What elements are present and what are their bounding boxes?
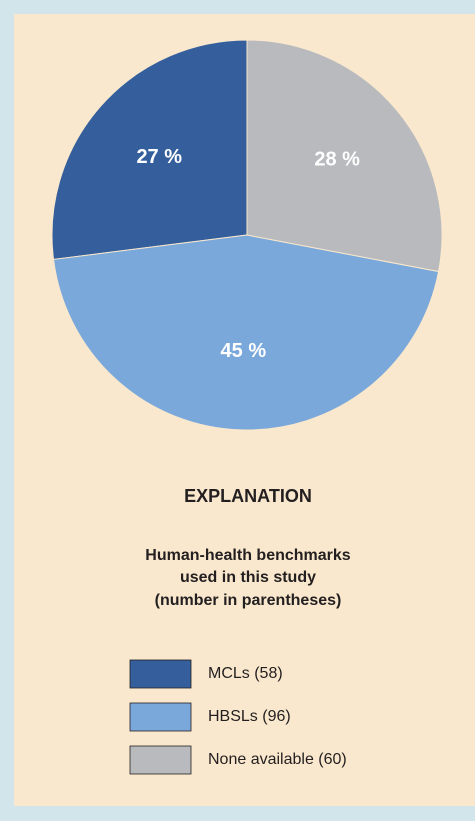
legend-swatch bbox=[129, 659, 192, 689]
legend-subtitle: used in this study bbox=[180, 569, 316, 586]
legend-label: MCLs (58) bbox=[208, 665, 283, 682]
legend-subtitle: (number in parentheses) bbox=[155, 592, 342, 609]
legend-label: HBSLs (96) bbox=[208, 708, 291, 725]
pie-slice bbox=[51, 39, 248, 260]
legend-swatch bbox=[129, 702, 192, 732]
legend-subtitle: Human-health benchmarks bbox=[145, 547, 350, 564]
legend-swatch bbox=[129, 745, 192, 775]
pie-slice bbox=[246, 39, 443, 273]
slice-label: 28 % bbox=[314, 149, 360, 171]
legend-title: EXPLANATION bbox=[184, 486, 312, 506]
pie-slice bbox=[52, 234, 440, 431]
slice-label: 45 % bbox=[221, 340, 267, 362]
slice-label: 27 % bbox=[136, 146, 182, 168]
legend-label: None available (60) bbox=[208, 751, 347, 768]
